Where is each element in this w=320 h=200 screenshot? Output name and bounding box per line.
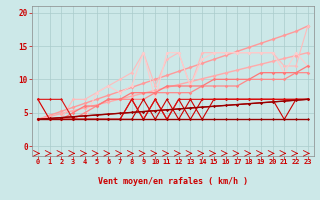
X-axis label: Vent moyen/en rafales ( km/h ): Vent moyen/en rafales ( km/h ): [98, 177, 248, 186]
